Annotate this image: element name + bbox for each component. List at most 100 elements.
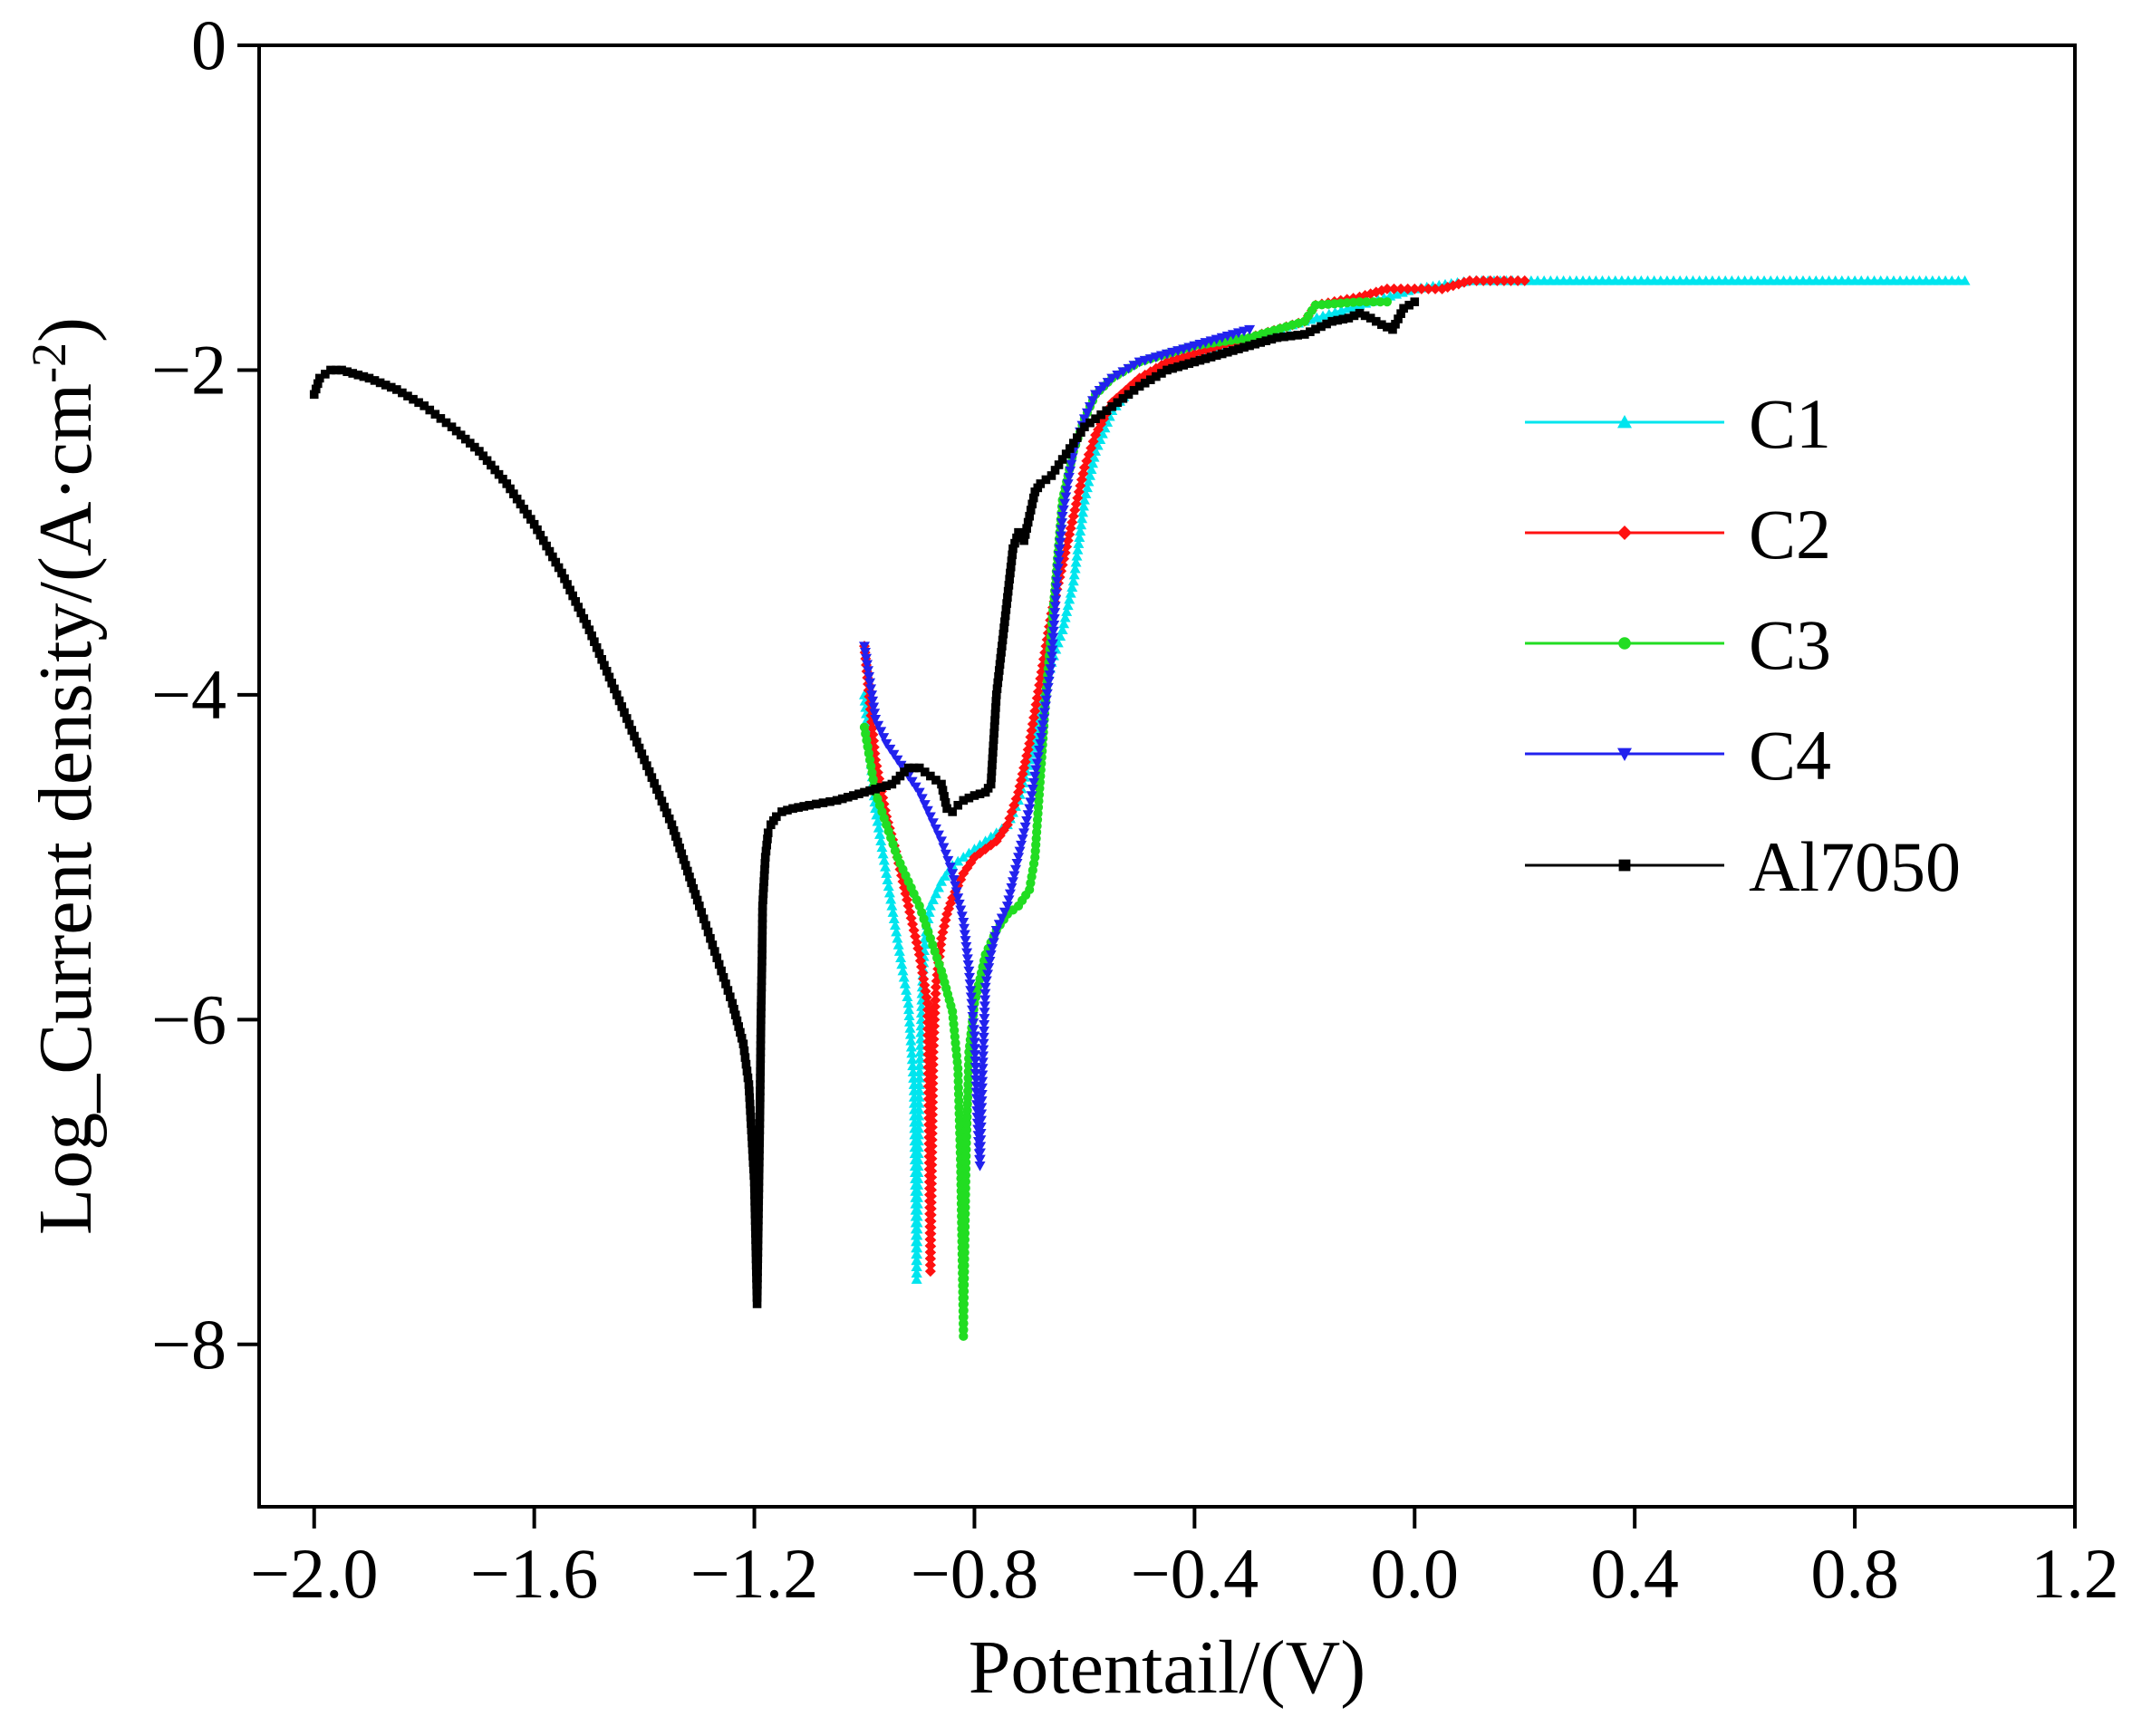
data-point-c2 xyxy=(927,1053,939,1065)
data-point-c2 xyxy=(926,1122,938,1133)
data-point-c4 xyxy=(1054,544,1066,555)
data-point-al7050 xyxy=(1245,341,1254,351)
data-point-c4 xyxy=(988,938,999,949)
data-point-al7050 xyxy=(755,1099,765,1109)
data-point-c4 xyxy=(1035,738,1047,749)
data-point-c4 xyxy=(1039,701,1051,712)
data-point-al7050 xyxy=(1344,313,1354,323)
data-point-al7050 xyxy=(753,1228,763,1238)
data-point-al7050 xyxy=(620,708,629,718)
data-point-c4 xyxy=(1048,613,1060,624)
data-point-c2 xyxy=(925,1253,937,1265)
data-point-al7050 xyxy=(909,763,919,773)
data-point-al7050 xyxy=(644,767,654,776)
data-point-al7050 xyxy=(914,763,924,773)
data-point-c4 xyxy=(1056,525,1067,535)
data-point-c1 xyxy=(1055,631,1066,641)
data-point-al7050 xyxy=(1394,314,1403,323)
data-point-c4 xyxy=(967,1005,979,1016)
data-point-al7050 xyxy=(756,1054,766,1064)
data-point-al7050 xyxy=(753,1279,762,1289)
data-point-c4 xyxy=(953,899,965,910)
data-point-al7050 xyxy=(574,603,584,612)
data-point-c4 xyxy=(977,1064,989,1075)
data-point-al7050 xyxy=(749,1171,758,1181)
data-point-al7050 xyxy=(746,1105,755,1115)
data-point-al7050 xyxy=(805,800,815,810)
data-point-al7050 xyxy=(998,635,1008,645)
data-point-al7050 xyxy=(748,1158,758,1167)
data-point-al7050 xyxy=(737,1034,747,1043)
data-point-al7050 xyxy=(990,709,1000,719)
data-point-c1 xyxy=(912,1167,924,1177)
data-point-c2 xyxy=(924,1266,936,1278)
data-point-al7050 xyxy=(748,1144,757,1154)
data-point-al7050 xyxy=(753,1248,763,1257)
data-point-c1 xyxy=(913,1123,925,1133)
data-point-c3 xyxy=(962,1093,973,1103)
data-point-c4 xyxy=(979,1020,990,1030)
data-point-al7050 xyxy=(758,889,768,899)
data-point-c2 xyxy=(925,1197,937,1209)
data-point-al7050 xyxy=(482,456,492,466)
data-point-al7050 xyxy=(753,1267,762,1277)
data-point-al7050 xyxy=(1388,324,1397,334)
data-point-al7050 xyxy=(670,832,680,841)
series-c4 xyxy=(859,324,1256,1172)
data-point-c2 xyxy=(926,1184,938,1196)
data-point-c1 xyxy=(903,1010,915,1020)
data-point-c4 xyxy=(1052,570,1064,581)
x-tick-label: −1.6 xyxy=(470,1534,599,1613)
data-point-c4 xyxy=(975,1115,987,1126)
data-point-c4 xyxy=(1038,708,1050,719)
data-point-al7050 xyxy=(1145,375,1155,384)
data-point-c1 xyxy=(912,1161,924,1172)
data-point-c1 xyxy=(901,985,912,995)
data-point-c1 xyxy=(907,1060,919,1071)
data-point-al7050 xyxy=(752,1299,762,1308)
data-point-al7050 xyxy=(664,814,674,824)
data-point-c4 xyxy=(1030,765,1042,776)
data-point-c2 xyxy=(928,1040,940,1052)
y-axis-title-main: Log_Current density/(A·cm xyxy=(24,383,108,1235)
data-point-al7050 xyxy=(1102,406,1111,416)
data-point-c1 xyxy=(1052,637,1064,648)
data-point-al7050 xyxy=(529,519,539,529)
data-point-c1 xyxy=(936,875,948,886)
data-point-al7050 xyxy=(854,789,863,799)
data-point-al7050 xyxy=(755,1119,765,1128)
data-point-c1 xyxy=(890,920,902,931)
data-point-c4 xyxy=(983,963,995,973)
data-point-al7050 xyxy=(942,804,951,814)
data-point-c2 xyxy=(927,1077,939,1089)
x-tick-label: −0.4 xyxy=(1131,1534,1259,1613)
data-point-al7050 xyxy=(788,804,797,814)
data-point-al7050 xyxy=(754,1209,763,1219)
data-point-al7050 xyxy=(1355,308,1365,318)
data-point-c1 xyxy=(1083,476,1095,487)
data-point-al7050 xyxy=(783,805,792,815)
data-point-al7050 xyxy=(447,422,457,431)
data-point-c1 xyxy=(932,882,944,892)
data-point-c4 xyxy=(977,1070,989,1081)
data-point-c4 xyxy=(1050,589,1062,600)
data-point-c3 xyxy=(962,1099,972,1109)
data-point-c4 xyxy=(1008,871,1020,882)
data-point-c4 xyxy=(942,855,954,866)
data-point-c2 xyxy=(925,1202,937,1214)
data-point-al7050 xyxy=(1012,533,1021,543)
data-point-c1 xyxy=(902,998,914,1008)
data-point-al7050 xyxy=(818,798,828,807)
data-point-c2 xyxy=(1519,275,1530,286)
data-point-al7050 xyxy=(1134,381,1144,391)
data-point-c4 xyxy=(979,995,991,1006)
data-point-c1 xyxy=(1064,593,1076,604)
data-point-c2 xyxy=(925,1209,937,1220)
data-point-c4 xyxy=(976,1089,988,1100)
data-point-al7050 xyxy=(313,379,323,389)
data-point-c2 xyxy=(1464,275,1475,286)
data-point-al7050 xyxy=(689,883,699,893)
data-point-al7050 xyxy=(991,690,1001,699)
data-point-al7050 xyxy=(1113,398,1123,408)
